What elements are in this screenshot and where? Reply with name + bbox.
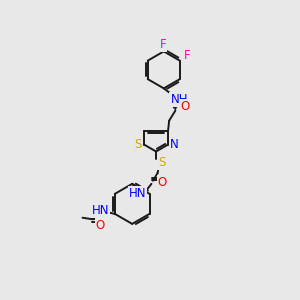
Text: HN: HN — [92, 204, 109, 217]
Text: NH: NH — [170, 93, 188, 106]
Text: O: O — [158, 176, 167, 189]
Text: F: F — [183, 49, 190, 62]
Text: N: N — [170, 138, 178, 151]
Text: HN: HN — [129, 187, 146, 200]
Text: O: O — [180, 100, 189, 112]
Text: S: S — [158, 156, 165, 169]
Text: F: F — [160, 38, 166, 51]
Text: O: O — [96, 219, 105, 232]
Text: S: S — [134, 138, 142, 151]
